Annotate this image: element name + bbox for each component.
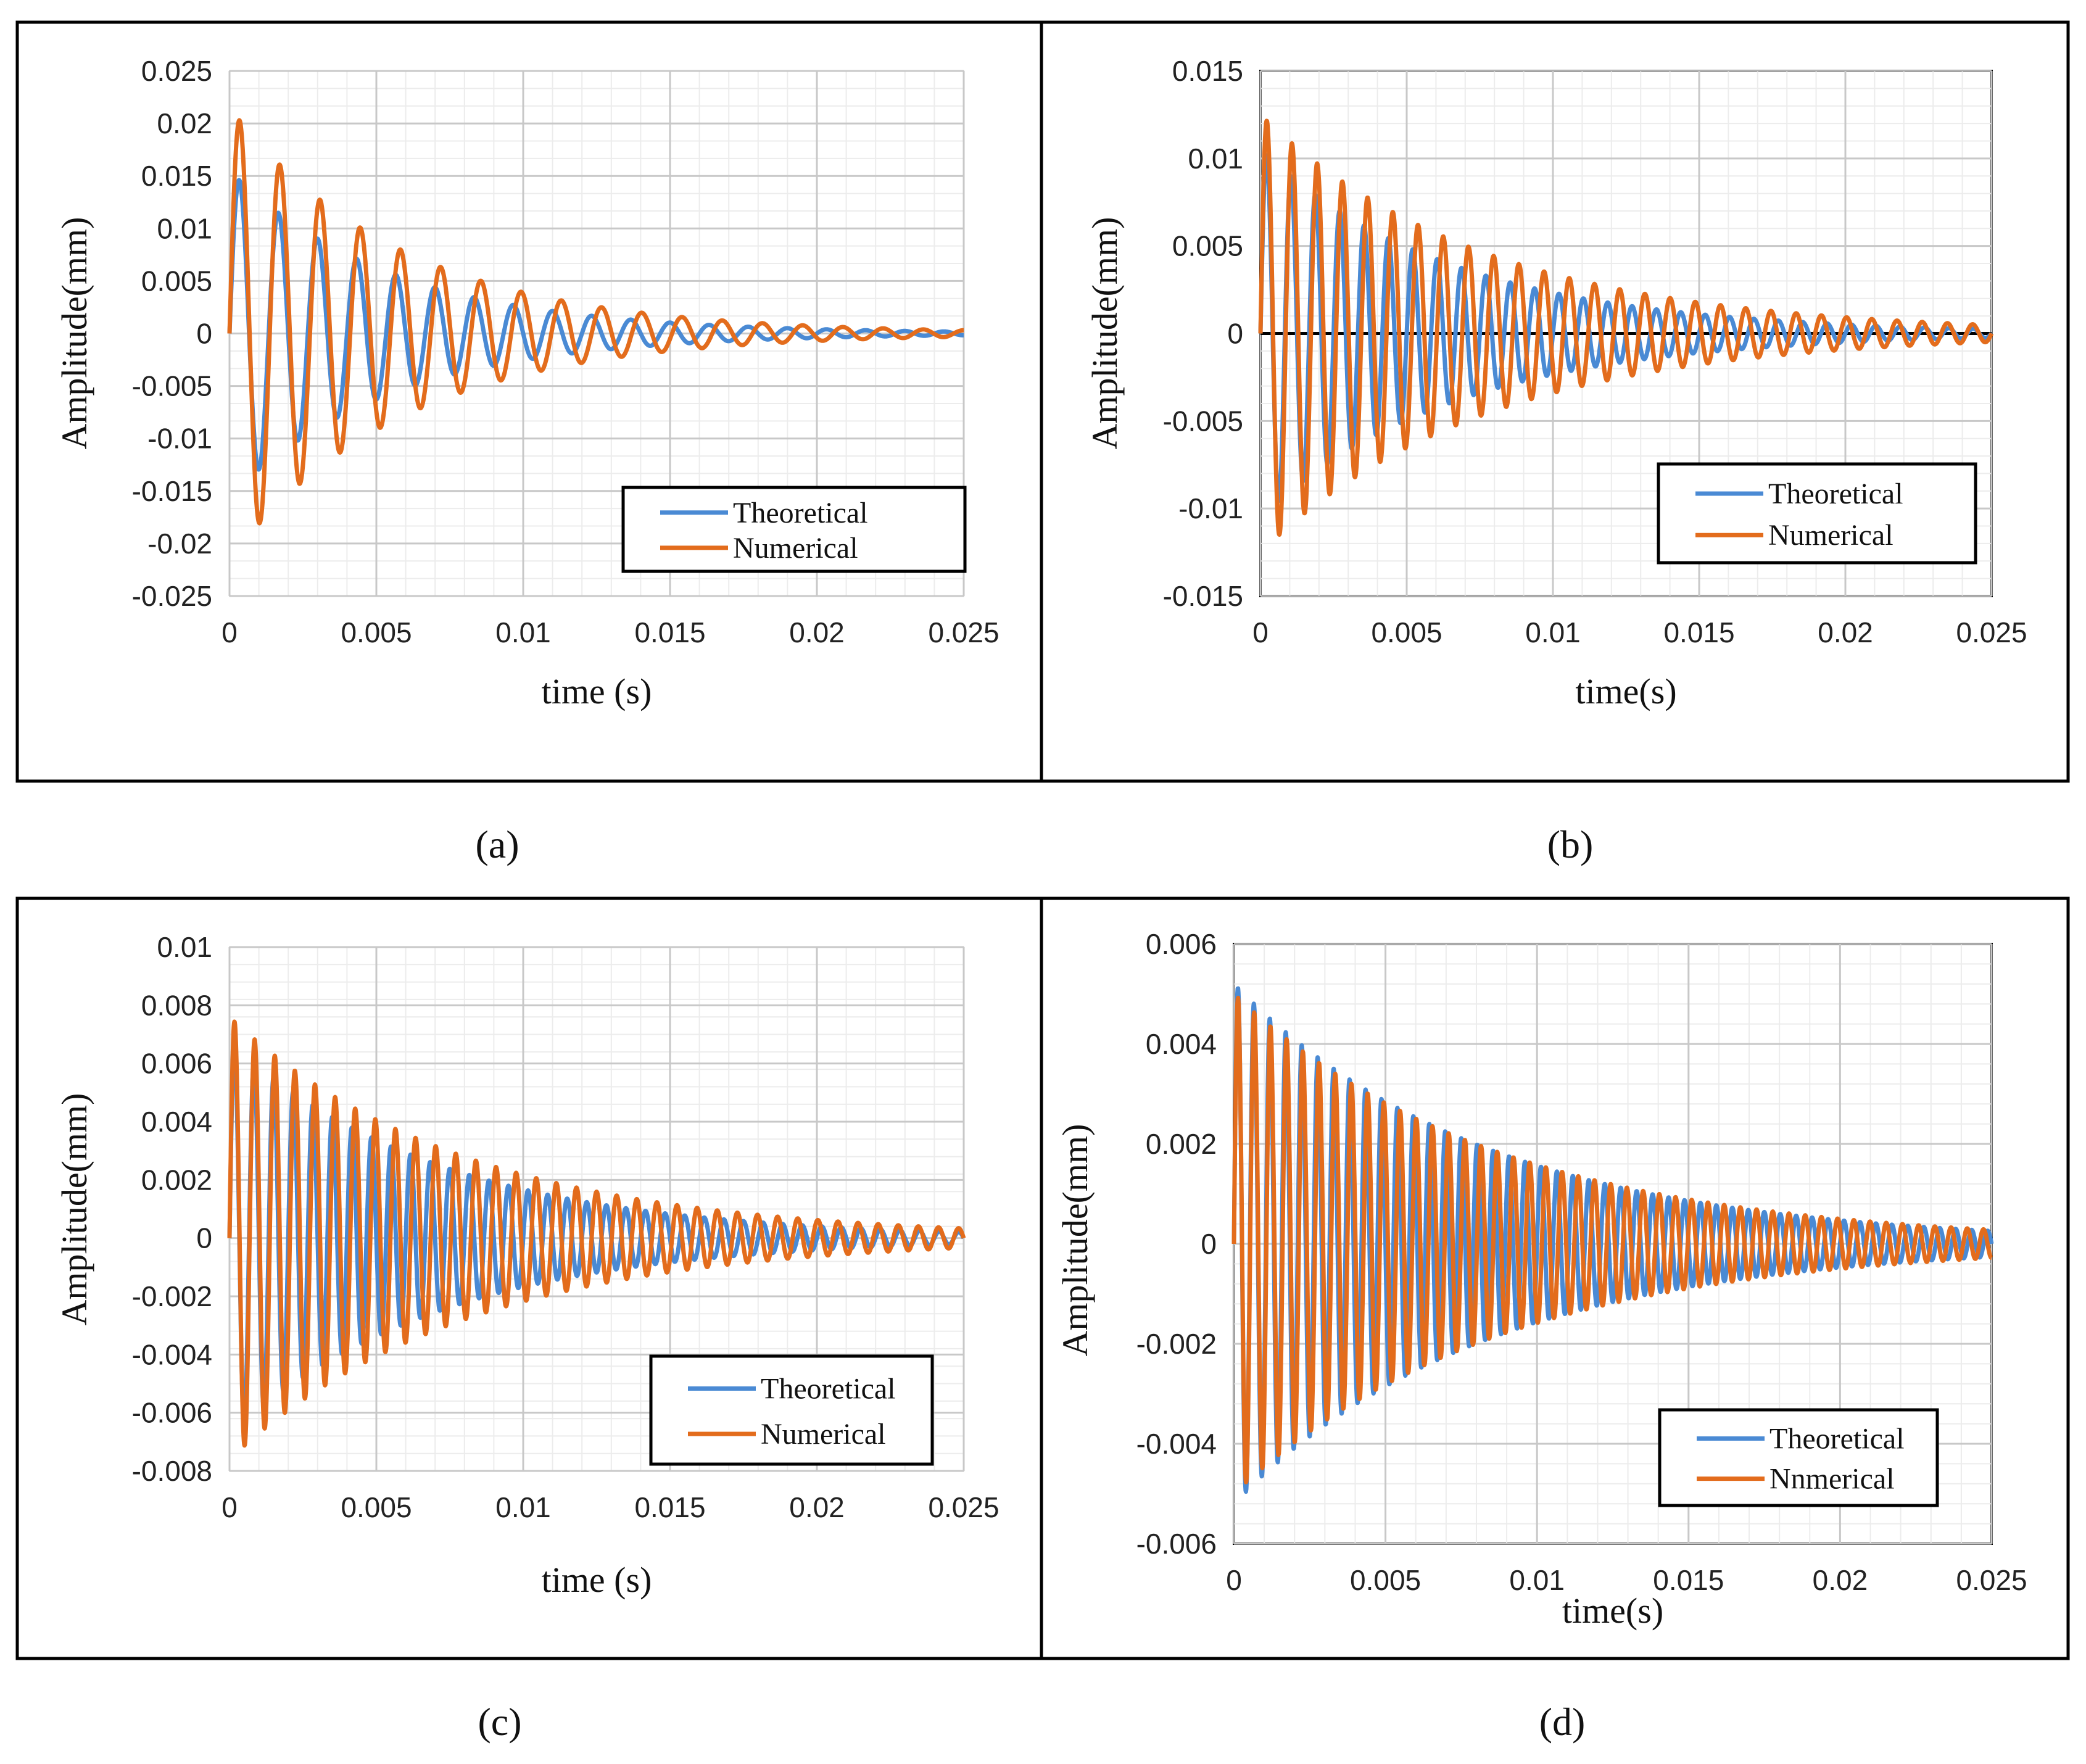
panel-caption: (c) bbox=[478, 1700, 521, 1744]
legend-box bbox=[1657, 462, 1977, 565]
y-tick-label: 0.002 bbox=[1146, 1128, 1217, 1160]
legend-box bbox=[1658, 1408, 1939, 1507]
y-tick-label: -0.005 bbox=[1163, 405, 1243, 437]
y-tick-label: -0.01 bbox=[1178, 492, 1243, 524]
y-tick-label: 0.01 bbox=[157, 212, 212, 244]
y-tick-label: 0 bbox=[1201, 1228, 1217, 1260]
panel-caption: (d) bbox=[1539, 1700, 1586, 1744]
x-tick-label: 0.015 bbox=[1663, 616, 1734, 648]
panel-caption: (b) bbox=[1547, 822, 1594, 866]
chart-panel-d: 0 0.005 0.01 0.015 0.02 0.025 0.006 0.004 0.002 0… bbox=[1040, 896, 2070, 1744]
series-line-numerical bbox=[227, 118, 966, 526]
x-tick-label: 0.025 bbox=[1956, 616, 2027, 648]
y-tick-label: -0.015 bbox=[132, 475, 212, 507]
x-tick-label: 0.025 bbox=[928, 1491, 999, 1523]
legend: Theoretical Numerical bbox=[1657, 462, 1977, 565]
legend: Theoretical Nnmerical bbox=[1658, 1408, 1939, 1507]
y-tick-label: 0.002 bbox=[141, 1164, 212, 1196]
chart-panel-b: 0 0.005 0.01 0.015 0.02 0.0250.0150.010.0050-… bbox=[1040, 20, 2070, 866]
x-tick-label: 0.015 bbox=[1653, 1564, 1724, 1596]
legend-box bbox=[621, 486, 967, 573]
series-line-nnmerical bbox=[1231, 995, 1993, 1484]
chart-panel-a: 0 0.005 0.01 0.015 0.02 0.025 0.025 0.02 0.015 0.… bbox=[15, 20, 1043, 866]
x-tick-label: 0.01 bbox=[495, 1491, 551, 1523]
legend-label: Theoretical bbox=[1769, 1423, 1905, 1456]
y-tick-label: -0.006 bbox=[1136, 1528, 1217, 1560]
x-tick-label: 0.005 bbox=[1350, 1564, 1421, 1596]
x-tick-label: 0.005 bbox=[341, 616, 412, 648]
x-tick-label: 0.005 bbox=[1371, 616, 1442, 648]
y-axis-label: Amplitude(mm) bbox=[1085, 217, 1125, 450]
y-axis-label: Amplitude(mm) bbox=[54, 217, 94, 450]
y-tick-label: 0.005 bbox=[141, 265, 212, 297]
legend-label: Theoretical bbox=[733, 497, 868, 529]
x-tick-label: 0.01 bbox=[495, 616, 551, 648]
x-tick-label: 0.015 bbox=[634, 616, 705, 648]
y-tick-label: -0.005 bbox=[132, 370, 212, 402]
x-tick-label: 0.02 bbox=[1813, 1564, 1868, 1596]
y-tick-label: 0.025 bbox=[141, 55, 212, 87]
legend-label: Numerical bbox=[733, 532, 858, 565]
x-tick-label: 0.02 bbox=[789, 1491, 845, 1523]
y-tick-label: -0.008 bbox=[132, 1455, 212, 1487]
chart-panel-c: 0 0.005 0.01 0.015 0.02 0.025 0.01 0.008 0.006 0.… bbox=[15, 896, 1043, 1744]
legend-label: Theoretical bbox=[761, 1373, 896, 1406]
series-line-numerical bbox=[1258, 118, 1994, 537]
legend-label: Nnmerical bbox=[1769, 1463, 1895, 1496]
x-axis-label: time(s) bbox=[1562, 1591, 1663, 1631]
x-tick-label: 0.015 bbox=[634, 1491, 705, 1523]
y-tick-label: 0 bbox=[196, 1222, 212, 1254]
y-tick-label: 0.004 bbox=[1146, 1028, 1217, 1060]
legend-label: Numerical bbox=[1768, 519, 1894, 552]
y-tick-label: 0.004 bbox=[141, 1106, 212, 1138]
y-axis-label: Amplitude(mm) bbox=[54, 1093, 94, 1326]
legend-label: Numerical bbox=[761, 1418, 886, 1451]
x-tick-label: 0.01 bbox=[1509, 1564, 1565, 1596]
y-tick-label: -0.002 bbox=[132, 1280, 212, 1312]
x-axis-label: time (s) bbox=[542, 1560, 652, 1600]
y-tick-label: -0.025 bbox=[132, 580, 212, 612]
y-tick-label: 0.006 bbox=[1146, 928, 1217, 960]
x-tick-label: 0.025 bbox=[1956, 1564, 2027, 1596]
x-tick-label: 0.025 bbox=[928, 616, 999, 648]
y-tick-label: -0.004 bbox=[132, 1338, 212, 1370]
y-tick-label: -0.015 bbox=[1163, 580, 1243, 612]
x-tick-label: 0.01 bbox=[1525, 616, 1581, 648]
y-tick-label: 0.02 bbox=[157, 107, 212, 139]
y-tick-label: 0.01 bbox=[1188, 143, 1243, 175]
y-tick-label: 0 bbox=[196, 318, 212, 350]
panel-caption: (a) bbox=[475, 822, 519, 866]
y-tick-label: 0 bbox=[1227, 318, 1243, 350]
y-tick-label: -0.02 bbox=[147, 528, 212, 560]
x-tick-label: 0 bbox=[221, 616, 238, 648]
y-tick-label: 0.005 bbox=[1172, 230, 1243, 262]
y-tick-label: 0.015 bbox=[141, 160, 212, 192]
y-tick-label: 0.006 bbox=[141, 1048, 212, 1080]
legend-label: Theoretical bbox=[1768, 478, 1903, 510]
x-tick-label: 0.005 bbox=[341, 1491, 412, 1523]
y-axis-label: Amplitude(mm) bbox=[1055, 1124, 1095, 1357]
x-tick-label: 0.02 bbox=[789, 616, 845, 648]
x-tick-label: 0 bbox=[1252, 616, 1269, 648]
legend-box bbox=[649, 1354, 934, 1466]
y-tick-label: 0.015 bbox=[1172, 55, 1243, 87]
x-tick-label: 0.02 bbox=[1818, 616, 1873, 648]
y-tick-label: -0.002 bbox=[1136, 1328, 1217, 1360]
series-line-numerical bbox=[227, 1019, 966, 1448]
x-tick-label: 0 bbox=[221, 1491, 238, 1523]
x-tick-label: 0 bbox=[1226, 1564, 1242, 1596]
y-tick-label: 0.008 bbox=[141, 989, 212, 1021]
x-axis-label: time(s) bbox=[1575, 671, 1676, 711]
x-axis-label: time (s) bbox=[542, 671, 652, 711]
legend: Theoretical Numerical bbox=[649, 1354, 934, 1466]
y-tick-label: -0.01 bbox=[147, 423, 212, 455]
y-tick-label: -0.006 bbox=[132, 1397, 212, 1429]
y-tick-label: 0.01 bbox=[157, 931, 212, 963]
y-tick-label: -0.004 bbox=[1136, 1428, 1217, 1460]
